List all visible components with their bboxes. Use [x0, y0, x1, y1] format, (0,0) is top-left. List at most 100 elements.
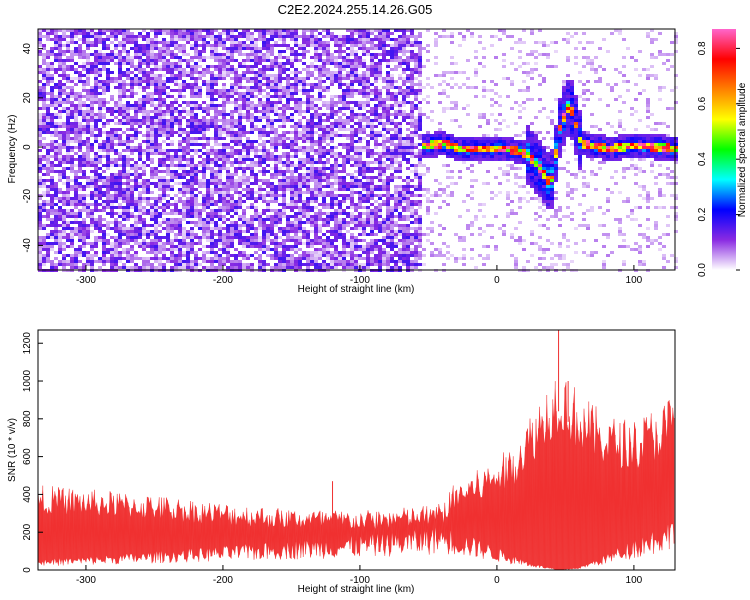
- spectrogram-cell: [338, 263, 342, 266]
- spectrogram-cell: [226, 29, 230, 32]
- spectrogram-cell: [290, 125, 294, 128]
- spectrogram-cell: [254, 164, 258, 167]
- spectrogram-cell: [66, 137, 70, 140]
- spectrogram-cell: [250, 101, 254, 104]
- spectrogram-cell: [326, 53, 330, 56]
- spectrogram-cell: [78, 140, 82, 143]
- spectrogram-cell: [298, 134, 302, 137]
- spectrogram-cell: [290, 164, 294, 167]
- spectrogram-cell: [342, 119, 346, 122]
- spectrogram-cell: [134, 176, 138, 179]
- spectrogram-cell: [182, 266, 186, 269]
- spectrogram-cell: [82, 245, 86, 248]
- spectrogram-cell: [146, 134, 150, 137]
- spectrogram-cell: [166, 218, 170, 221]
- spectrogram-cell: [278, 143, 282, 146]
- spectrogram-cell: [294, 224, 298, 227]
- spectrogram-cell: [150, 224, 154, 227]
- spectrogram-cell: [226, 131, 230, 134]
- spectrogram-cell: [334, 59, 338, 62]
- spectrogram-cell: [62, 125, 66, 128]
- spectrogram-cell: [58, 56, 62, 59]
- spectrogram-cell: [74, 92, 78, 95]
- spectrogram-cell: [278, 35, 282, 38]
- spectrogram-cell: [166, 179, 170, 182]
- spectrogram-cell: [90, 158, 94, 161]
- spectrogram-cell: [198, 161, 202, 164]
- spectrogram-cell: [126, 176, 130, 179]
- spectrogram-cell: [266, 98, 270, 101]
- spectrogram-cell: [66, 260, 70, 263]
- spectrogram-cell: [254, 206, 258, 209]
- spectrogram-cell: [226, 254, 230, 257]
- spectrogram-cell: [214, 158, 218, 161]
- spectrogram-cell: [362, 80, 366, 83]
- spectrogram-cell: [54, 116, 58, 119]
- spectrogram-cell: [190, 194, 194, 197]
- spectrogram-cell: [194, 119, 198, 122]
- spectrogram-cell: [98, 92, 102, 95]
- spectrogram-cell: [54, 155, 58, 158]
- spectrogram-cell: [38, 239, 42, 242]
- spectrogram-cell: [174, 233, 178, 236]
- spectrogram-cell: [90, 176, 94, 179]
- spectrogram-cell: [110, 236, 114, 239]
- spectrogram-cell: [58, 179, 62, 182]
- spectrogram-cell: [206, 140, 210, 143]
- spectrogram-cell: [114, 185, 118, 188]
- spectrogram-cell: [286, 215, 290, 218]
- spectrogram-cell: [238, 80, 242, 83]
- spectrogram-cell: [142, 152, 146, 155]
- spectrogram-cell: [310, 155, 314, 158]
- spectrogram-cell: [342, 56, 346, 59]
- spectrogram-cell: [294, 155, 298, 158]
- spectrogram-cell: [274, 92, 278, 95]
- spectrogram-cell: [226, 179, 230, 182]
- spectrogram-cell: [206, 137, 210, 140]
- spectrogram-cell: [226, 101, 230, 104]
- spectrogram-cell: [58, 98, 62, 101]
- spectrogram-cell: [82, 254, 86, 257]
- spectrogram-cell: [210, 236, 214, 239]
- spectrogram-cell: [234, 161, 238, 164]
- spectrogram-cell: [358, 170, 362, 173]
- spectrogram-cell: [146, 83, 150, 86]
- spectrogram-cell: [106, 56, 110, 59]
- spectrogram-cell: [86, 92, 90, 95]
- spectrogram-cell: [122, 149, 126, 152]
- spectrogram-cell: [122, 200, 126, 203]
- spectrogram-cell: [330, 188, 334, 191]
- spectrogram-cell: [358, 59, 362, 62]
- spectrogram-cell: [194, 260, 198, 263]
- spectrogram-cell: [218, 95, 222, 98]
- spectrogram-cell: [178, 35, 182, 38]
- spectrogram-cell: [338, 80, 342, 83]
- spectrogram-cell: [190, 173, 194, 176]
- spectrogram-cell: [310, 242, 314, 245]
- spectrogram-cell: [262, 167, 266, 170]
- spectrogram-cell: [318, 173, 322, 176]
- spectrogram-cell: [358, 83, 362, 86]
- spectrogram-cell: [114, 197, 118, 200]
- spectrogram-cell: [314, 200, 318, 203]
- spectrogram-cell: [262, 116, 266, 119]
- spectrogram-cell: [182, 227, 186, 230]
- spectrogram-cell: [306, 101, 310, 104]
- spectrogram-cell: [194, 176, 198, 179]
- spectrogram-cell: [230, 83, 234, 86]
- spectrogram-cell: [82, 32, 86, 35]
- spectrogram-cell: [78, 233, 82, 236]
- spectrogram-cell: [62, 38, 66, 41]
- spectrogram-cell: [90, 65, 94, 68]
- spectrogram-cell: [234, 224, 238, 227]
- spectrogram-cell: [286, 233, 290, 236]
- spectrogram-cell: [130, 149, 134, 152]
- spectrogram-cell: [42, 194, 46, 197]
- spectrogram-cell: [250, 167, 254, 170]
- spectrogram-cell: [270, 188, 274, 191]
- spectrogram-cell: [306, 71, 310, 74]
- spectrogram-cell: [286, 86, 290, 89]
- spectrogram-cell: [42, 95, 46, 98]
- spectrogram-cell: [94, 167, 98, 170]
- spectrogram-cell: [42, 98, 46, 101]
